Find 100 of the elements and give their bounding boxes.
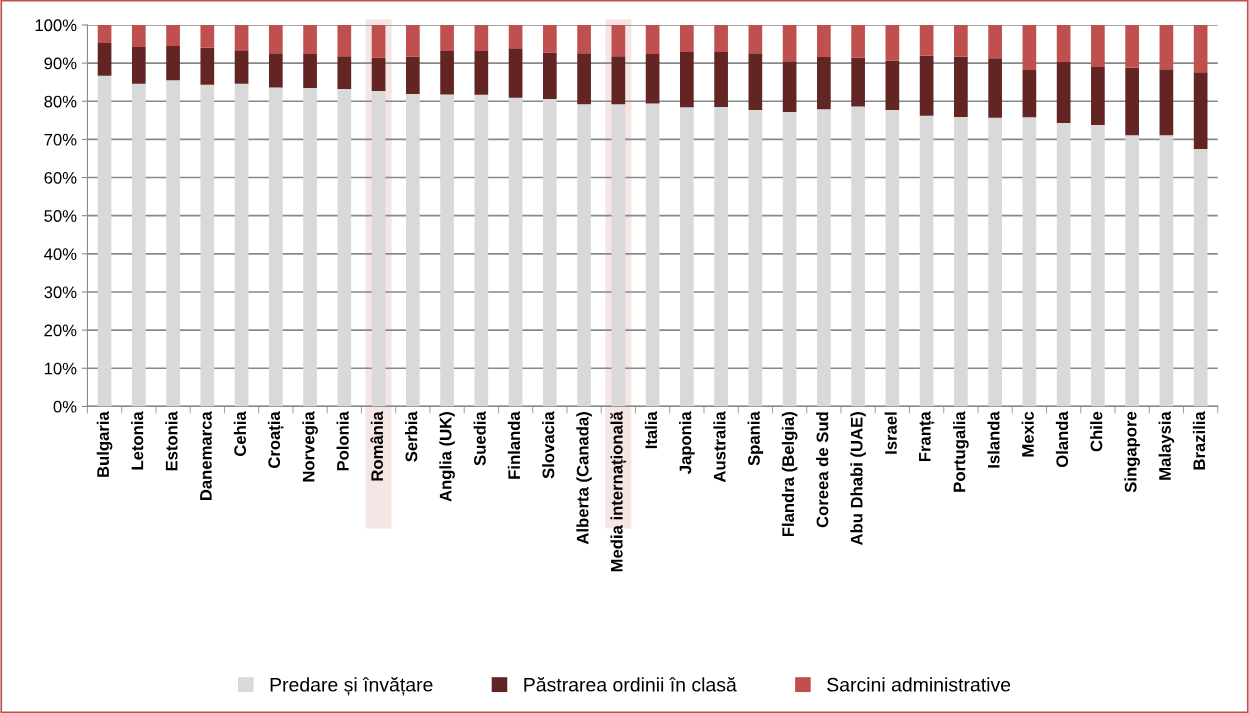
y-tick-label: 80% <box>44 95 77 108</box>
x-tick-label: Australia <box>713 411 726 483</box>
y-tick-label: 70% <box>44 133 77 146</box>
bar <box>542 52 557 99</box>
bar <box>680 107 694 407</box>
bar <box>1125 24 1139 68</box>
bar <box>166 24 180 46</box>
x-tick-label: Malaysia <box>1158 411 1175 480</box>
bar <box>988 117 1002 407</box>
bar <box>1056 122 1071 407</box>
bar <box>714 24 728 53</box>
bar <box>748 24 763 54</box>
bar <box>200 47 215 85</box>
bar <box>954 116 968 407</box>
bar <box>97 42 112 76</box>
bar <box>131 24 146 48</box>
x-tick-label: Olanda <box>1055 411 1069 468</box>
bar <box>97 24 112 43</box>
bar <box>474 50 489 95</box>
bar <box>851 106 865 407</box>
bar <box>131 47 146 84</box>
bar <box>1022 24 1037 70</box>
bar <box>817 24 831 57</box>
y-tick-label: 20% <box>44 324 77 337</box>
x-tick-label: Suedia <box>473 411 486 466</box>
bar <box>1091 66 1105 125</box>
bar <box>303 87 317 407</box>
bar <box>611 24 626 57</box>
bar <box>645 103 660 407</box>
bar <box>1125 67 1139 136</box>
bar <box>1022 117 1037 407</box>
bar <box>166 80 180 407</box>
bar <box>851 24 865 58</box>
bar <box>748 53 763 111</box>
bar <box>303 53 317 88</box>
x-tick-label: Mexic <box>1021 411 1034 457</box>
x-tick-label: Brazilia <box>1192 411 1206 470</box>
x-tick-label: Singapore <box>1124 411 1140 493</box>
bar <box>371 90 386 407</box>
bar <box>405 94 420 407</box>
bar <box>337 24 352 57</box>
bar <box>440 50 454 95</box>
y-tick-label: 10% <box>44 362 77 375</box>
bar <box>1125 135 1139 407</box>
x-tick-label: Portugalia <box>953 411 969 492</box>
y-tick-label: 30% <box>44 286 77 299</box>
bar <box>782 24 797 62</box>
bar <box>611 104 626 407</box>
bar <box>988 58 1002 118</box>
x-tick-label: Franța <box>919 411 935 462</box>
bar <box>919 24 934 56</box>
bar <box>440 24 454 51</box>
x-tick-label: Spania <box>747 411 764 466</box>
x-tick-label: Chile <box>1090 411 1103 452</box>
bar <box>1193 72 1208 149</box>
x-tick-label: Japonia <box>679 411 695 474</box>
bar <box>371 24 386 58</box>
x-tick-label: Anglia (UK) <box>439 412 455 502</box>
bar <box>440 94 454 407</box>
bar <box>577 24 591 54</box>
x-tick-label: Islanda <box>987 411 1000 468</box>
bar <box>542 98 557 407</box>
bar <box>714 106 728 407</box>
bar <box>954 24 968 57</box>
bar <box>988 24 1002 59</box>
bar <box>611 56 626 105</box>
bar <box>474 24 489 51</box>
bar <box>885 110 900 407</box>
bar <box>474 94 489 407</box>
bar <box>234 50 249 84</box>
bar <box>577 104 591 407</box>
bar <box>200 84 215 407</box>
x-tick-label: Flandra (Belgia) <box>781 412 798 537</box>
x-tick-label: Croația <box>267 411 284 469</box>
bar <box>200 24 215 48</box>
bar <box>508 97 523 407</box>
bar <box>303 24 317 54</box>
x-tick-label: România <box>370 411 384 481</box>
x-tick-label: Polonia <box>336 411 349 471</box>
bar <box>851 57 865 107</box>
bar <box>1091 24 1105 67</box>
x-tick-label: Media internațională <box>610 411 627 572</box>
bar <box>885 24 900 61</box>
bar <box>371 57 386 91</box>
x-tick-label: Alberta (Canada) <box>576 412 592 545</box>
bar <box>919 115 934 407</box>
legend-label: Predare și învățare <box>270 677 433 696</box>
bar <box>1056 24 1071 62</box>
bar <box>131 83 146 407</box>
y-tick-label: 0% <box>53 400 77 413</box>
bar <box>954 56 968 117</box>
x-tick-label: Norvegia <box>302 411 318 482</box>
bar <box>680 24 694 53</box>
bar <box>1056 61 1071 123</box>
bar <box>166 45 180 81</box>
y-tick-label: 90% <box>44 57 77 70</box>
x-tick-label: Cehia <box>233 411 247 456</box>
x-tick-label: Danemarca <box>200 411 212 501</box>
bar <box>782 111 797 407</box>
bar <box>508 48 523 98</box>
